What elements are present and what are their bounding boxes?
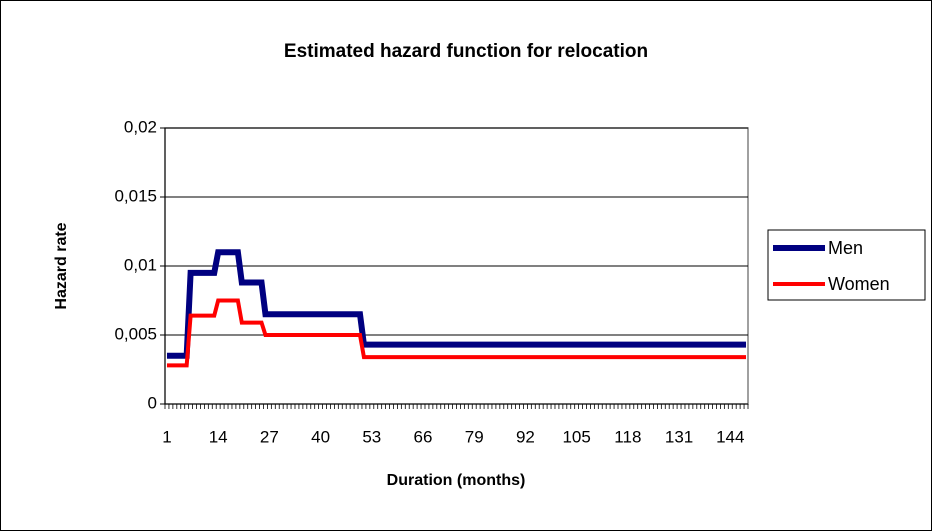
y-axis-label: Hazard rate	[53, 222, 70, 309]
y-tick-label: 0,015	[114, 186, 157, 205]
x-tick-label: 131	[665, 427, 693, 446]
x-axis-label: Duration (months)	[387, 472, 526, 489]
x-tick-label: 14	[209, 427, 228, 446]
y-tick-label: 0,02	[124, 117, 157, 136]
x-tick-label: 92	[516, 427, 535, 446]
x-tick-label: 66	[414, 427, 433, 446]
x-tick-label: 53	[362, 427, 381, 446]
y-tick-label: 0	[148, 393, 157, 412]
x-tick-label: 1	[162, 427, 171, 446]
x-tick-label: 27	[260, 427, 279, 446]
x-tick-label: 144	[716, 427, 744, 446]
legend-label: Men	[828, 238, 863, 258]
x-tick-label: 40	[311, 427, 330, 446]
legend-label: Women	[828, 274, 890, 294]
y-tick-label: 0,01	[124, 255, 157, 274]
chart-title: Estimated hazard function for relocation	[284, 41, 648, 62]
line-series	[166, 249, 747, 359]
x-tick-label: 118	[614, 427, 641, 446]
x-tick-label: 105	[562, 427, 590, 446]
legend-box	[767, 229, 926, 301]
x-tick-label: 79	[465, 427, 484, 446]
y-tick-label: 0,005	[114, 324, 157, 343]
line-series	[166, 298, 747, 368]
